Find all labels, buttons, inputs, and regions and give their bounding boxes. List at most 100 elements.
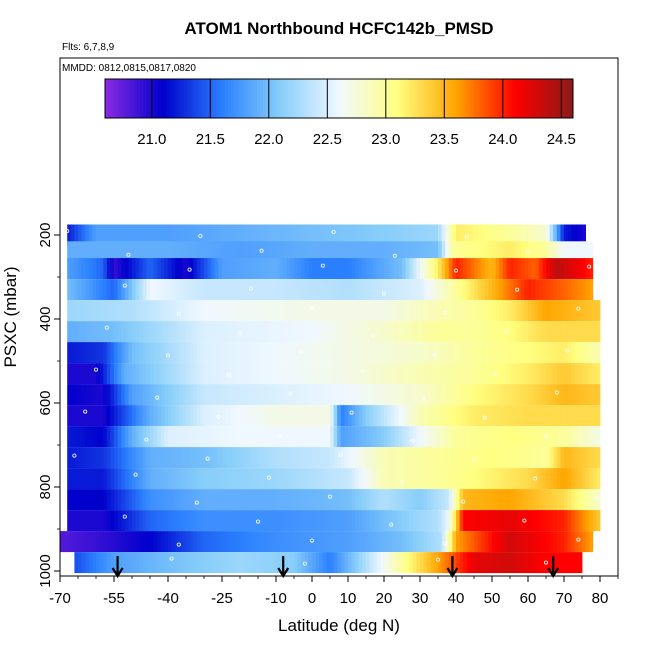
heatmap-cell	[488, 426, 493, 448]
heatmap-cell	[549, 552, 554, 574]
heatmap-cell	[268, 224, 273, 246]
heatmap-cell	[438, 468, 442, 490]
heatmap-cell	[510, 258, 514, 280]
heatmap-cell	[582, 342, 586, 364]
heatmap-cell	[128, 321, 133, 343]
heatmap-cell	[495, 241, 500, 263]
colorbar-swatch	[496, 79, 501, 118]
heatmap-cell	[186, 468, 190, 490]
colorbar-swatch	[128, 79, 132, 118]
heatmap-cell	[78, 363, 82, 385]
heatmap-cell	[441, 552, 446, 574]
colorbar-swatch	[154, 79, 159, 118]
heatmap-cell	[222, 279, 226, 301]
heatmap-cell	[254, 258, 259, 280]
heatmap-cell	[427, 321, 432, 343]
heatmap-cell	[200, 384, 205, 406]
heatmap-cell	[589, 531, 594, 553]
sample-marker	[309, 538, 314, 543]
heatmap-cell	[330, 489, 334, 511]
heatmap-cell	[70, 224, 75, 246]
heatmap-cell	[240, 468, 244, 490]
colorbar-swatch	[397, 79, 401, 118]
heatmap-cell	[164, 224, 169, 246]
heatmap-cell	[492, 510, 496, 532]
y-tick-label: 800	[37, 474, 54, 499]
heatmap-cell	[92, 342, 97, 364]
heatmap-cell	[492, 342, 496, 364]
heatmap-cell	[153, 258, 158, 280]
heatmap-cell	[387, 363, 392, 385]
heatmap-cell	[409, 258, 414, 280]
colorbar-swatch	[444, 79, 448, 118]
heatmap-cell	[312, 510, 316, 532]
colorbar-swatch	[169, 79, 173, 118]
heatmap-cell	[279, 384, 284, 406]
heatmap-cell	[304, 531, 309, 553]
heatmap-cell	[312, 279, 316, 301]
heatmap-cell	[225, 510, 230, 532]
sample-marker	[576, 537, 581, 542]
heatmap-cell	[380, 300, 385, 322]
heatmap-row	[67, 258, 594, 280]
heatmap-cell	[574, 342, 579, 364]
heatmap-cell	[380, 224, 385, 246]
heatmap-cell	[81, 510, 86, 532]
heatmap-cell	[168, 426, 172, 448]
heatmap-cell	[394, 510, 399, 532]
heatmap-cell	[553, 468, 558, 490]
heatmap-cell	[117, 468, 122, 490]
heatmap-cell	[416, 531, 421, 553]
sample-marker	[259, 248, 264, 253]
heatmap-cell	[153, 552, 158, 574]
heatmap-cell	[229, 342, 234, 364]
x-tick-label: 30	[412, 590, 429, 607]
heatmap-cell	[222, 405, 226, 427]
heatmap-cell	[553, 489, 558, 511]
heatmap-cell	[506, 300, 511, 322]
heatmap-cell	[164, 342, 169, 364]
heatmap-cell	[222, 224, 226, 246]
heatmap-cell	[92, 468, 97, 490]
heatmap-cell	[405, 552, 410, 574]
heatmap-cell	[348, 258, 352, 280]
heatmap-cell	[582, 489, 586, 511]
heatmap-cell	[312, 426, 316, 448]
heatmap-cell	[308, 447, 313, 469]
heatmap-cell	[398, 321, 403, 343]
heatmap-cell	[301, 510, 306, 532]
heatmap-cell	[326, 468, 331, 490]
heatmap-cell	[319, 363, 324, 385]
heatmap-cell	[132, 384, 136, 406]
heatmap-cell	[268, 384, 273, 406]
heatmap-cell	[139, 552, 144, 574]
heatmap-cell	[351, 510, 356, 532]
colorbar-swatch	[488, 79, 492, 118]
heatmap-cell	[193, 531, 198, 553]
heatmap-cell	[348, 224, 352, 246]
heatmap-cell	[240, 279, 244, 301]
heatmap-cell	[146, 384, 151, 406]
heatmap-cell	[459, 447, 464, 469]
heatmap-cell	[70, 531, 75, 553]
heatmap-cell	[160, 552, 165, 574]
heatmap-cell	[567, 552, 572, 574]
heatmap-cell	[265, 224, 270, 246]
heatmap-cell	[139, 447, 144, 469]
heatmap-cell	[337, 321, 342, 343]
heatmap-cell	[110, 468, 115, 490]
sample-marker	[554, 390, 559, 395]
heatmap-cell	[142, 300, 147, 322]
heatmap-cell	[376, 363, 381, 385]
heatmap-cell	[420, 258, 424, 280]
heatmap-cell	[340, 300, 345, 322]
heatmap-cell	[294, 447, 298, 469]
heatmap-cell	[477, 224, 482, 246]
heatmap-cell	[535, 321, 540, 343]
heatmap-cell	[135, 510, 140, 532]
heatmap-cell	[211, 363, 216, 385]
heatmap-cell	[96, 384, 100, 406]
heatmap-cell	[520, 384, 525, 406]
heatmap-cell	[81, 279, 86, 301]
heatmap-cell	[582, 426, 586, 448]
